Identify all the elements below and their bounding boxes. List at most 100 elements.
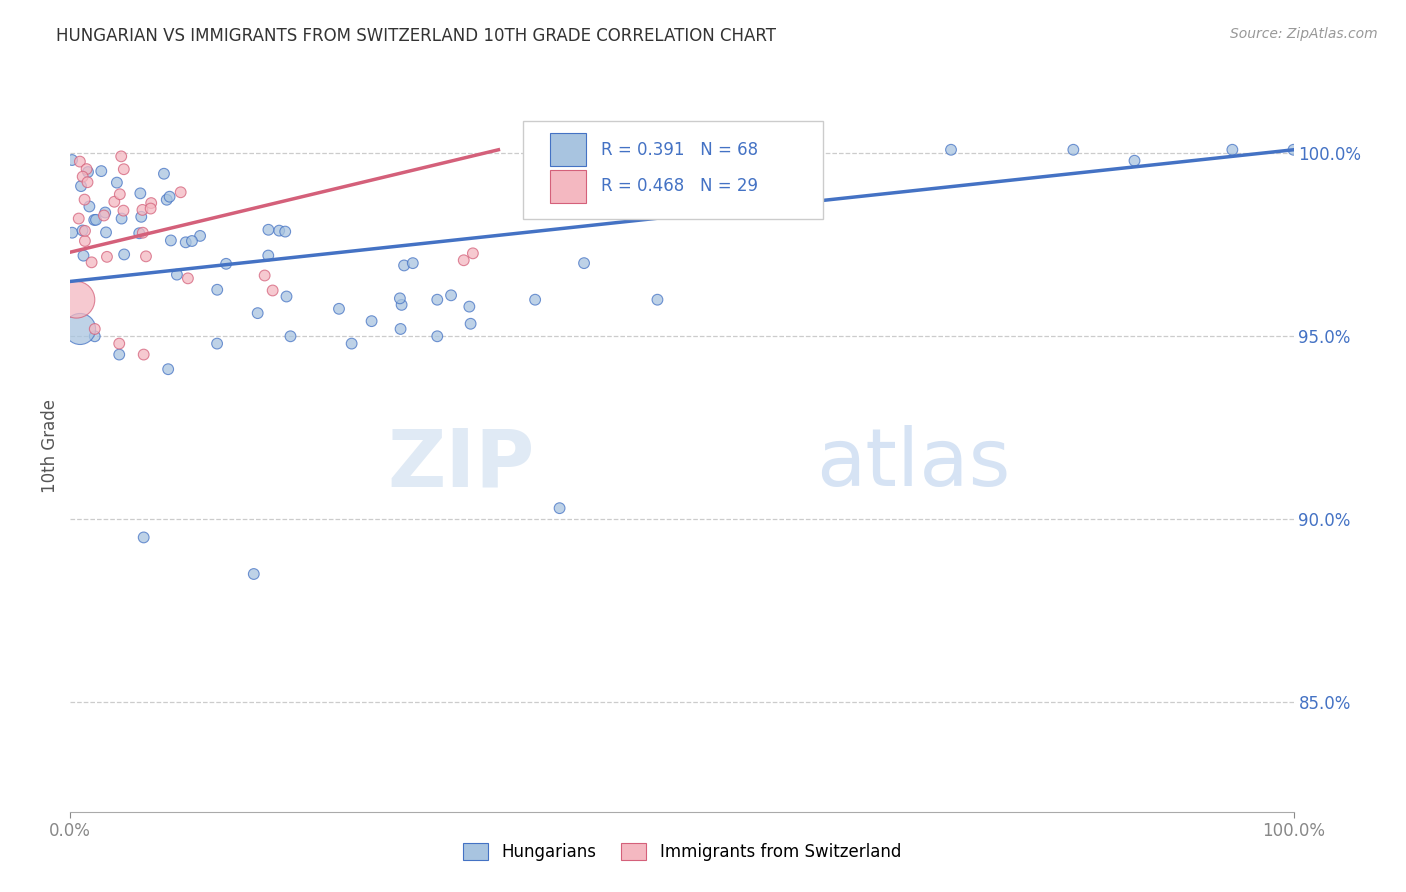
Point	[112, 162, 135, 177]
Point	[1062, 143, 1084, 157]
Point	[174, 235, 197, 250]
Point	[72, 169, 94, 184]
Point	[280, 329, 302, 343]
Point	[129, 210, 152, 224]
Point	[73, 234, 96, 248]
Point	[426, 329, 449, 343]
Point	[141, 196, 163, 211]
Point	[67, 211, 90, 226]
Point	[105, 176, 128, 190]
Point	[274, 225, 297, 239]
Legend: Hungarians, Immigrants from Switzerland: Hungarians, Immigrants from Switzerland	[454, 834, 910, 869]
Point	[76, 175, 98, 189]
Point	[246, 306, 269, 320]
Point	[132, 348, 155, 362]
Point	[112, 203, 135, 218]
Point	[548, 501, 571, 516]
Point	[72, 223, 94, 237]
Point	[103, 194, 125, 209]
Point	[60, 153, 83, 167]
Point	[157, 362, 180, 376]
Point	[188, 228, 211, 243]
FancyBboxPatch shape	[523, 120, 823, 219]
Point	[65, 293, 87, 307]
Point	[156, 193, 179, 207]
Point	[93, 209, 115, 223]
Point	[340, 336, 363, 351]
Text: R = 0.468   N = 29: R = 0.468 N = 29	[602, 178, 758, 195]
Point	[205, 336, 228, 351]
Point	[129, 186, 152, 201]
Point	[461, 246, 484, 260]
Point	[132, 530, 155, 544]
Point	[83, 329, 105, 343]
Point	[69, 154, 91, 169]
Point	[110, 211, 132, 226]
Point	[177, 271, 200, 285]
Point	[83, 322, 105, 336]
Point	[83, 213, 105, 227]
Text: R = 0.391   N = 68: R = 0.391 N = 68	[602, 141, 758, 159]
Point	[647, 293, 669, 307]
Point	[388, 291, 411, 305]
Point	[166, 268, 188, 282]
Point	[160, 234, 183, 248]
Point	[70, 179, 93, 194]
Point	[73, 193, 96, 207]
Point	[94, 226, 117, 240]
Point	[69, 322, 91, 336]
Point	[139, 202, 162, 216]
Point	[253, 268, 276, 283]
Point	[360, 314, 382, 328]
Point	[426, 293, 449, 307]
Point	[72, 249, 94, 263]
Point	[128, 226, 150, 240]
Point	[132, 226, 155, 240]
Text: ZIP: ZIP	[388, 425, 536, 503]
Bar	[550, 169, 586, 202]
Point	[1282, 143, 1305, 157]
Point	[76, 162, 98, 177]
Text: Source: ZipAtlas.com: Source: ZipAtlas.com	[1230, 27, 1378, 41]
Point	[215, 257, 238, 271]
Point	[79, 199, 101, 213]
Text: HUNGARIAN VS IMMIGRANTS FROM SWITZERLAND 10TH GRADE CORRELATION CHART: HUNGARIAN VS IMMIGRANTS FROM SWITZERLAND…	[56, 27, 776, 45]
Point	[458, 300, 481, 314]
Point	[460, 317, 482, 331]
Text: atlas: atlas	[817, 425, 1011, 503]
Point	[108, 348, 131, 362]
Bar	[550, 133, 586, 166]
Point	[402, 256, 425, 270]
Point	[243, 567, 266, 582]
Point	[1123, 153, 1146, 168]
Point	[1220, 143, 1243, 157]
Point	[181, 234, 204, 248]
Point	[389, 322, 412, 336]
Point	[269, 224, 291, 238]
Point	[276, 289, 298, 303]
Point	[262, 284, 284, 298]
Point	[257, 223, 280, 237]
Point	[159, 190, 181, 204]
Point	[153, 167, 176, 181]
Point	[170, 186, 193, 200]
Point	[135, 249, 157, 263]
Point	[60, 226, 83, 240]
Point	[96, 250, 118, 264]
Point	[73, 224, 96, 238]
Point	[84, 212, 107, 227]
Point	[453, 253, 475, 268]
Y-axis label: 10th Grade: 10th Grade	[41, 399, 59, 493]
Point	[572, 256, 595, 270]
Point	[328, 301, 350, 316]
Point	[257, 249, 280, 263]
Point	[440, 288, 463, 302]
Point	[108, 336, 131, 351]
Point	[94, 205, 117, 219]
Point	[108, 187, 131, 202]
Point	[205, 283, 228, 297]
Point	[391, 298, 413, 312]
Point	[524, 293, 547, 307]
Point	[90, 164, 112, 178]
Point	[392, 259, 415, 273]
